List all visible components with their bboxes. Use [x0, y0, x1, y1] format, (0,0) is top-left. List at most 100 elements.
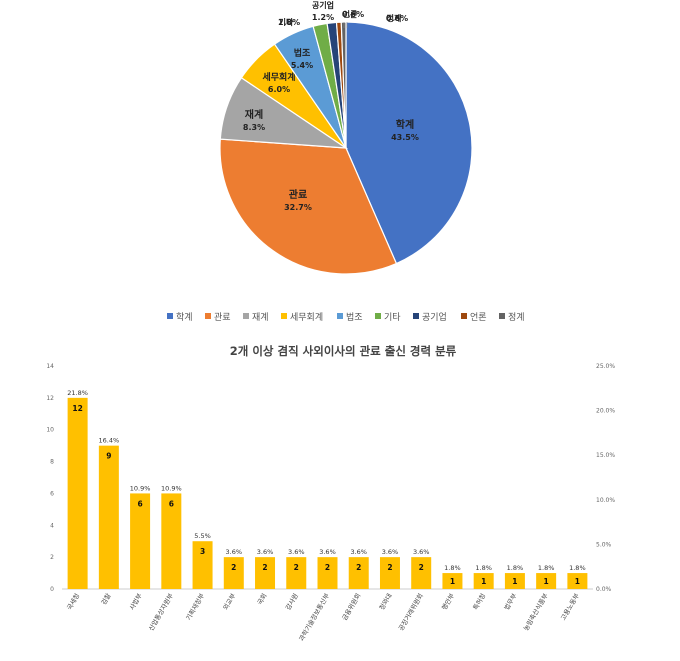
bar-percent-label: 10.9%	[161, 484, 182, 492]
y2-tick-label: 15.0%	[596, 452, 615, 459]
pie-slice-label: 법조	[294, 47, 311, 59]
bar-percent-label: 5.5%	[194, 532, 211, 540]
bar	[504, 573, 525, 589]
pie-slice-label: 공기업	[312, 0, 334, 10]
x-tick-label: 공정거래위원회	[396, 591, 425, 632]
bar-value-label: 2	[262, 563, 267, 572]
x-tick-label: 행안부	[439, 591, 456, 611]
bar	[286, 557, 307, 589]
bar-percent-label: 10.9%	[130, 484, 151, 492]
pie-slice-label: 세무회계	[262, 71, 295, 83]
legend-swatch	[167, 313, 173, 319]
bar-percent-label: 3.6%	[413, 548, 430, 556]
bar-percent-label: 21.8%	[67, 389, 88, 397]
bar-value-label: 2	[387, 563, 392, 572]
x-tick-label: 법무부	[502, 591, 519, 611]
y2-tick-label: 25.0%	[596, 363, 615, 370]
bar-value-label: 1	[575, 577, 580, 586]
pie-slice-label: 기타	[279, 17, 294, 27]
y-tick-label: 0	[50, 586, 54, 593]
legend-label: 재계	[252, 311, 269, 323]
bar-percent-label: 1.8%	[444, 564, 461, 572]
bar-value-label: 6	[137, 499, 142, 508]
x-tick-label: 금융위원회	[340, 591, 363, 621]
bar-percent-label: 3.6%	[350, 548, 367, 556]
legend-label: 세무회계	[290, 311, 323, 323]
bar	[98, 445, 119, 589]
x-tick-label: 특허청	[471, 591, 488, 611]
pie-slice-percent: 0.6%	[342, 10, 364, 19]
legend-label: 법조	[346, 312, 363, 323]
legend-swatch	[337, 313, 343, 319]
bar	[567, 573, 588, 589]
pie-slice-label: 정계	[387, 13, 402, 23]
x-tick-label: 과학기술정보통신부	[297, 591, 332, 642]
bar	[348, 557, 369, 589]
y-tick-label: 12	[46, 395, 54, 402]
bar	[536, 573, 557, 589]
y2-tick-label: 20.0%	[596, 408, 615, 415]
bar-value-label: 1	[512, 577, 517, 586]
legend-swatch	[461, 313, 467, 319]
y-tick-label: 2	[50, 554, 54, 561]
bar-value-label: 2	[419, 563, 424, 572]
pie-slice-percent: 1.2%	[312, 13, 334, 22]
pie-slice-label: 재계	[245, 108, 263, 121]
x-tick-label: 산업통상자원부	[146, 591, 175, 632]
bar	[161, 493, 182, 589]
bar-value-label: 2	[325, 563, 330, 572]
pie-slice	[345, 21, 473, 265]
legend-label: 언론	[470, 311, 487, 323]
pie-chart: 학계 43.5% 관료 32.7% 재계 8.3% 세무회계 6.0% 법조 5.4% 기타1.8%…	[219, 0, 473, 275]
y2-tick-label: 5.0%	[596, 541, 612, 548]
bar-value-label: 9	[106, 452, 111, 461]
bar	[473, 573, 494, 589]
bar-percent-label: 3.6%	[226, 548, 243, 556]
x-tick-label: 국회	[256, 592, 269, 606]
bar	[411, 557, 432, 589]
bar	[442, 573, 463, 589]
x-tick-label: 국세청	[65, 591, 82, 611]
bar	[317, 557, 338, 589]
legend-label: 공기업	[422, 312, 447, 323]
pie-slice-percent: 32.7%	[284, 203, 312, 212]
pie-slice	[340, 21, 347, 149]
x-tick-label: 검찰	[99, 591, 113, 606]
legend-swatch	[243, 313, 249, 319]
y-tick-label: 6	[50, 490, 54, 497]
bar-percent-label: 3.6%	[288, 548, 305, 556]
legend-swatch	[281, 313, 287, 319]
pie-slice-label: 관료	[289, 188, 307, 201]
pie-legend: 학계 관료 재계 세무회계 법조 기타 공기업 언론 정계	[167, 311, 525, 323]
y-tick-label: 8	[50, 459, 54, 466]
bar-percent-label: 1.8%	[507, 564, 524, 572]
y-tick-label: 4	[50, 522, 54, 529]
bar	[223, 557, 244, 589]
bar	[379, 557, 400, 589]
x-tick-label: 기획재정부	[184, 591, 207, 621]
pie-slice	[219, 138, 398, 275]
legend-label: 관료	[214, 312, 231, 323]
bar-chart: 024681012140.0%5.0%10.0%15.0%20.0%25.0%1…	[46, 363, 615, 643]
x-tick-label: 사법부	[127, 591, 144, 611]
bar-value-label: 1	[544, 577, 549, 586]
bar-percent-label: 1.8%	[538, 564, 555, 572]
bar-value-label: 2	[294, 563, 299, 572]
bar-value-label: 6	[169, 499, 174, 508]
y-tick-label: 10	[46, 427, 54, 434]
x-tick-label: 외교부	[222, 592, 238, 612]
legend-swatch	[413, 313, 419, 319]
bar-value-label: 1	[450, 577, 455, 586]
bar-value-label: 3	[200, 547, 205, 556]
bar-value-label: 2	[231, 563, 236, 572]
y2-tick-label: 10.0%	[596, 497, 615, 504]
bar-percent-label: 3.6%	[382, 548, 399, 556]
pie-slice-percent: 43.5%	[391, 133, 419, 142]
legend-swatch	[375, 313, 381, 319]
bar-value-label: 12	[72, 404, 82, 413]
x-tick-label: 농림축산식품부	[521, 591, 550, 632]
bar	[255, 557, 276, 589]
y-tick-label: 14	[46, 363, 54, 370]
bar-percent-label: 1.8%	[569, 564, 586, 572]
